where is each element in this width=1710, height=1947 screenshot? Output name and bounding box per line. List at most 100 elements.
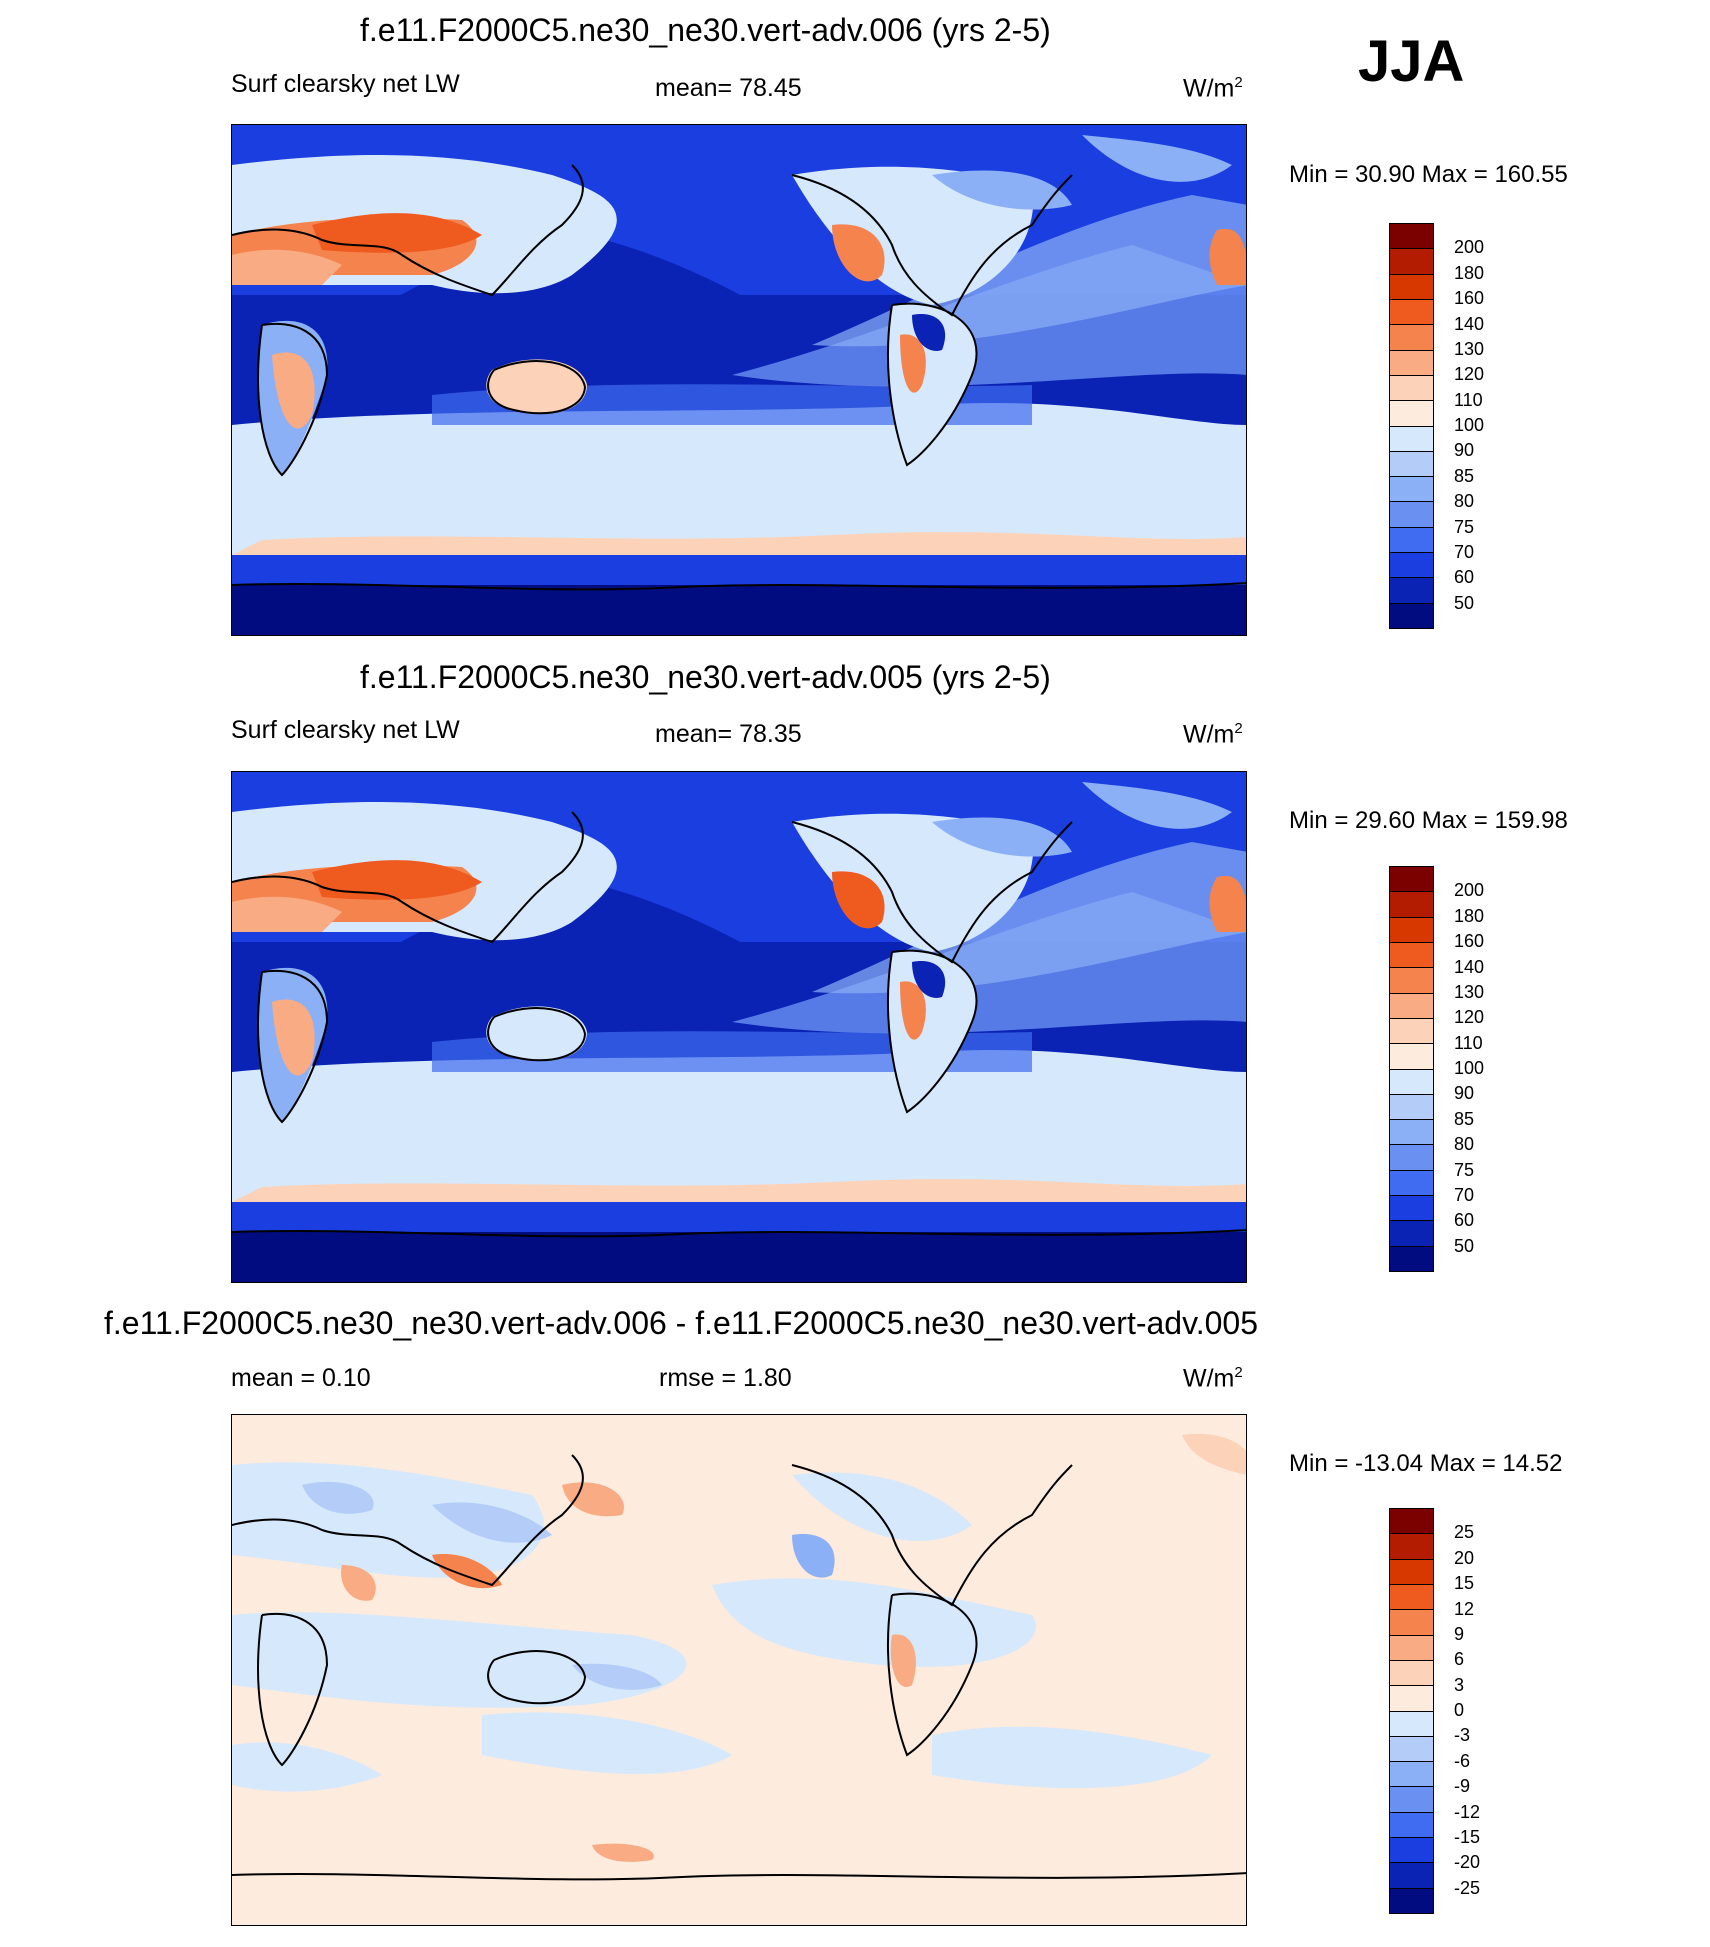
- unit-label: W/m2: [1183, 1364, 1243, 1393]
- colorbar-swatch: [1390, 1196, 1433, 1222]
- colorbar-tick-label: 110: [1454, 389, 1483, 410]
- colorbar-swatch: [1390, 1686, 1433, 1712]
- colorbar-tick-label: 50: [1454, 592, 1475, 613]
- colorbar-swatch: [1390, 451, 1433, 478]
- colorbar-swatch: [1390, 578, 1433, 604]
- map-panel-3: [231, 1414, 1247, 1926]
- colorbar-tick-label: 75: [1454, 1159, 1475, 1180]
- colorbar-swatch: [1390, 350, 1433, 376]
- colorbar-swatch: [1390, 867, 1433, 893]
- colorbar-tick-label: -9: [1454, 1776, 1471, 1797]
- colorbar-swatch: [1390, 1584, 1433, 1611]
- colorbar-tick-label: -20: [1454, 1852, 1481, 1873]
- unit-label: W/m2: [1183, 720, 1243, 749]
- colorbar-tick-label: 25: [1454, 1522, 1475, 1543]
- colorbar-swatch: [1390, 401, 1433, 427]
- colorbar-tick-label: 0: [1454, 1700, 1465, 1720]
- colorbar-tick-label: 200: [1454, 880, 1485, 901]
- mean-label: mean= 78.45: [655, 74, 802, 102]
- map-panel-2: [231, 771, 1247, 1283]
- colorbar-swatch: [1390, 1812, 1433, 1839]
- colorbar-tick-label: 70: [1454, 541, 1475, 562]
- panel-title: f.e11.F2000C5.ne30_ne30.vert-adv.005 (yr…: [360, 659, 1051, 695]
- colorbar: [1389, 866, 1434, 1272]
- colorbar-swatch: [1390, 426, 1433, 452]
- variable-label: Surf clearsky net LW: [231, 716, 460, 744]
- colorbar-tick-label: -12: [1454, 1801, 1481, 1822]
- colorbar-tick-label: -15: [1454, 1826, 1481, 1847]
- colorbar-swatch: [1390, 1145, 1433, 1171]
- colorbar-swatch: [1390, 1120, 1433, 1146]
- colorbar-tick-label: 60: [1454, 567, 1475, 588]
- colorbar-tick-label: 140: [1454, 956, 1485, 977]
- colorbar-tick-label: 130: [1454, 338, 1485, 359]
- colorbar-swatch: [1390, 968, 1433, 994]
- colorbar-swatch: [1390, 1246, 1433, 1271]
- colorbar: [1389, 1508, 1434, 1914]
- min-max-label: Min = -13.04 Max = 14.52: [1289, 1450, 1563, 1477]
- colorbar-tick-label: 180: [1454, 905, 1485, 926]
- colorbar-swatch: [1390, 603, 1433, 628]
- colorbar-tick-label: 9: [1454, 1623, 1465, 1644]
- colorbar-tick-label: 90: [1454, 1083, 1475, 1104]
- colorbar-tick-label: 140: [1454, 313, 1485, 334]
- colorbar-swatch: [1390, 274, 1433, 300]
- colorbar-tick-label: 90: [1454, 440, 1475, 461]
- colorbar-swatch: [1390, 1018, 1433, 1045]
- colorbar-tick-label: 100: [1454, 1058, 1485, 1078]
- colorbar-swatch: [1390, 375, 1433, 402]
- colorbar-swatch: [1390, 1711, 1433, 1737]
- colorbar-tick-label: 120: [1454, 364, 1485, 385]
- colorbar-tick-label: 50: [1454, 1235, 1475, 1256]
- colorbar-swatch: [1390, 1534, 1433, 1560]
- mean-label: mean = 0.10: [231, 1364, 371, 1392]
- colorbar-swatch: [1390, 1509, 1433, 1535]
- colorbar-swatch: [1390, 1170, 1433, 1197]
- colorbar-tick-label: 80: [1454, 491, 1475, 512]
- colorbar-tick-label: -3: [1454, 1725, 1471, 1746]
- season-label: JJA: [1358, 29, 1465, 94]
- colorbar-swatch: [1390, 1559, 1433, 1585]
- mean-label: mean= 78.35: [655, 720, 802, 748]
- colorbar-tick-label: 110: [1454, 1032, 1483, 1053]
- colorbar-tick-label: 85: [1454, 1108, 1475, 1129]
- min-max-label: Min = 30.90 Max = 160.55: [1289, 161, 1568, 188]
- colorbar-swatch: [1390, 993, 1433, 1019]
- unit-label: W/m2: [1183, 74, 1243, 103]
- field-map: [232, 772, 1246, 1282]
- colorbar-tick-label: 80: [1454, 1134, 1475, 1155]
- colorbar-swatch: [1390, 1635, 1433, 1661]
- colorbar-tick-label: 75: [1454, 516, 1475, 537]
- map-panel-1: [231, 124, 1247, 636]
- colorbar-swatch: [1390, 1069, 1433, 1095]
- colorbar-swatch: [1390, 1044, 1433, 1070]
- colorbar-swatch: [1390, 1094, 1433, 1121]
- colorbar-swatch: [1390, 942, 1433, 969]
- colorbar-tick-label: -6: [1454, 1750, 1471, 1771]
- colorbar-swatch: [1390, 917, 1433, 943]
- colorbar-tick-label: 120: [1454, 1007, 1485, 1028]
- colorbar-swatch: [1390, 1660, 1433, 1687]
- colorbar-swatch: [1390, 1221, 1433, 1247]
- colorbar: [1389, 223, 1434, 629]
- colorbar-swatch: [1390, 1610, 1433, 1636]
- colorbar-swatch: [1390, 1762, 1433, 1788]
- colorbar-swatch: [1390, 1787, 1433, 1813]
- colorbar-swatch: [1390, 1863, 1433, 1889]
- field-map: [232, 125, 1246, 635]
- colorbar-tick-label: 160: [1454, 931, 1485, 952]
- variable-label: Surf clearsky net LW: [231, 70, 460, 98]
- colorbar-swatch: [1390, 325, 1433, 351]
- colorbar-tick-label: 60: [1454, 1210, 1475, 1231]
- colorbar-swatch: [1390, 224, 1433, 250]
- colorbar-tick-label: 6: [1454, 1649, 1465, 1670]
- colorbar-swatch: [1390, 1838, 1433, 1864]
- rmse-label: rmse = 1.80: [659, 1364, 792, 1392]
- colorbar-tick-label: 160: [1454, 288, 1485, 309]
- colorbar-tick-label: 12: [1454, 1598, 1475, 1619]
- colorbar-tick-label: 130: [1454, 981, 1485, 1002]
- colorbar-swatch: [1390, 477, 1433, 503]
- colorbar-tick-label: 85: [1454, 465, 1475, 486]
- colorbar-swatch: [1390, 892, 1433, 918]
- colorbar-tick-label: 180: [1454, 262, 1485, 283]
